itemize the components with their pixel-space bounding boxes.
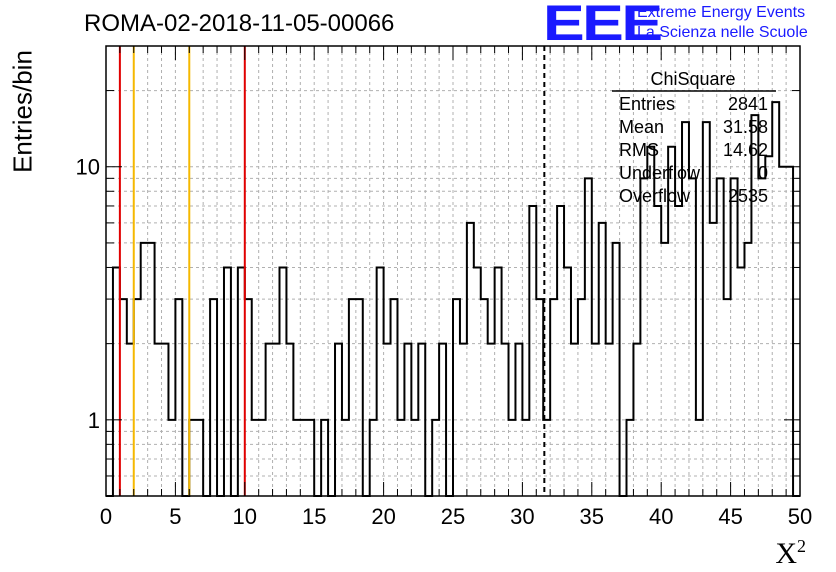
x-axis-label-main: X	[775, 537, 797, 570]
histogram-bin	[557, 206, 564, 496]
histogram-bin	[141, 243, 148, 496]
histogram-bin	[280, 267, 287, 496]
x-tick-label: 45	[718, 504, 742, 529]
histogram-bin	[779, 167, 786, 496]
histogram-bin	[765, 156, 772, 496]
histogram-bin	[599, 223, 606, 496]
x-tick-label: 5	[169, 504, 181, 529]
y-tick-label: 10	[76, 155, 100, 180]
histogram-bin	[113, 267, 120, 496]
histogram-bin	[467, 223, 474, 496]
histogram-bin	[356, 299, 363, 496]
histogram-bin	[585, 178, 592, 496]
x-tick-label: 15	[302, 504, 326, 529]
stats-label: Overflow	[619, 186, 691, 206]
histogram-bin	[710, 223, 717, 496]
x-tick-label: 25	[441, 504, 465, 529]
stats-value: 14.62	[723, 140, 768, 160]
stats-box: ChiSquare Entries 2841 Mean 31.58 RMS 14.62 Und…	[612, 69, 776, 206]
stats-value: 2535	[728, 186, 768, 206]
histogram-bin	[613, 243, 620, 496]
stats-label: Underflow	[619, 163, 701, 183]
histogram-bin	[245, 299, 252, 496]
stats-value: 2841	[728, 94, 768, 114]
logo-caption-line2: La Scienza nelle Scuole	[637, 24, 808, 41]
stats-label: Mean	[619, 117, 664, 137]
histogram-bin	[529, 206, 536, 496]
histogram-bin	[550, 299, 557, 496]
x-axis-label: X2	[775, 536, 806, 571]
histogram-bin	[731, 178, 738, 496]
histogram-bin	[453, 299, 460, 496]
histogram-bin	[224, 267, 231, 496]
histogram-outline	[106, 101, 800, 497]
histogram-bin	[391, 299, 398, 496]
histogram-bin	[175, 299, 182, 496]
histogram-bin	[148, 243, 155, 496]
x-tick-label: 40	[649, 504, 673, 529]
histogram-bin	[238, 267, 245, 496]
histogram-bin	[717, 178, 724, 496]
histogram-bin	[724, 299, 731, 496]
histogram-bin	[654, 206, 661, 496]
histogram-bin	[481, 299, 488, 496]
histogram-bin	[786, 167, 793, 496]
histogram-bin	[536, 299, 543, 496]
stats-label: Entries	[619, 94, 675, 114]
histogram-bin	[758, 178, 765, 496]
histogram-bin	[474, 267, 481, 496]
stats-value: 31.58	[723, 117, 768, 137]
logo-caption-line1: Extreme Energy Events	[637, 4, 806, 21]
x-tick-label: 35	[580, 504, 604, 529]
eee-logo: EEE	[543, 0, 663, 51]
histogram-bin	[210, 299, 217, 496]
chart-title: ROMA-02-2018-11-05-00066	[84, 10, 395, 37]
histogram-bin	[689, 178, 696, 496]
x-axis-label-superscript: 2	[797, 536, 806, 556]
histogram-bin	[640, 178, 647, 496]
histogram-bin	[738, 267, 745, 496]
x-tick-label: 20	[371, 504, 395, 529]
histogram-bin	[744, 243, 751, 496]
stats-title: ChiSquare	[650, 69, 735, 89]
histogram-bin	[675, 206, 682, 496]
stats-value: 0	[758, 163, 768, 183]
histogram-bin	[377, 267, 384, 496]
histogram-bin	[564, 267, 571, 496]
histogram-bin	[495, 267, 502, 496]
histogram-bin	[120, 299, 127, 496]
histogram-bin	[134, 299, 141, 496]
histogram-bin	[661, 243, 668, 496]
x-tick-label: 10	[233, 504, 257, 529]
logo-caption: Extreme Energy Events La Scienza nelle S…	[637, 3, 808, 43]
y-tick-label: 1	[88, 408, 100, 433]
histogram-bin	[349, 299, 356, 496]
histogram-bin	[578, 299, 585, 496]
x-tick-label: 0	[100, 504, 112, 529]
x-tick-label: 50	[788, 504, 812, 529]
stats-label: RMS	[619, 140, 659, 160]
x-tick-label: 30	[510, 504, 534, 529]
